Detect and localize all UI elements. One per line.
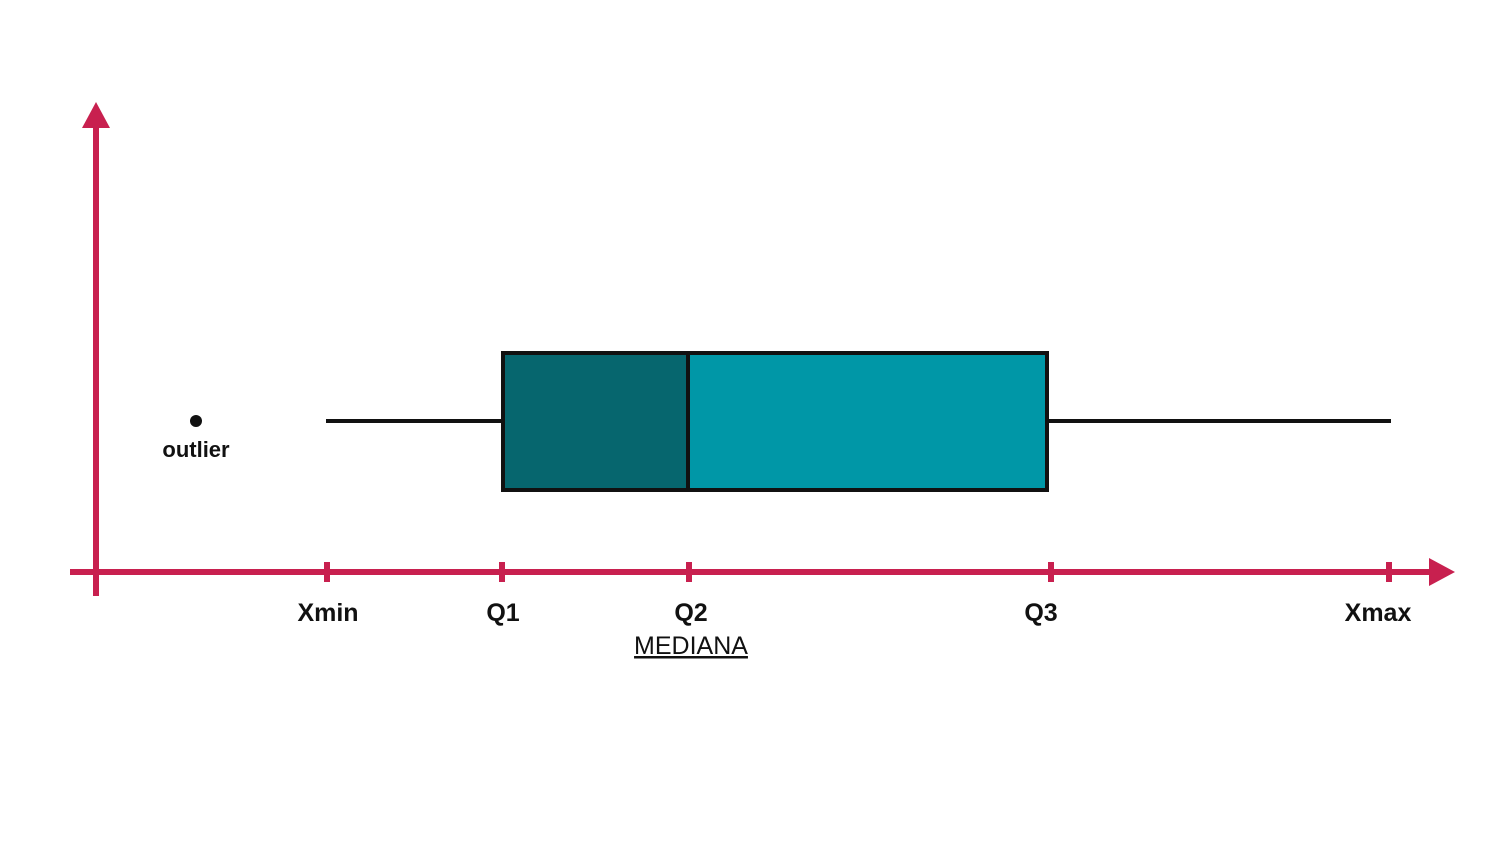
label-q3: Q3: [1024, 599, 1057, 627]
outlier-label: outlier: [162, 437, 230, 462]
label-mediana: MEDIANA: [634, 632, 748, 660]
box-median-to-q3: [686, 351, 1049, 492]
label-xmin: Xmin: [297, 599, 358, 627]
box-q1-to-median: [501, 351, 690, 492]
x-axis-arrowhead: [1429, 558, 1455, 586]
y-axis-arrowhead: [82, 102, 110, 128]
label-xmax: Xmax: [1345, 599, 1412, 627]
outlier-point: [190, 415, 202, 427]
label-q1: Q1: [486, 599, 519, 627]
label-q2: Q2: [674, 599, 707, 627]
